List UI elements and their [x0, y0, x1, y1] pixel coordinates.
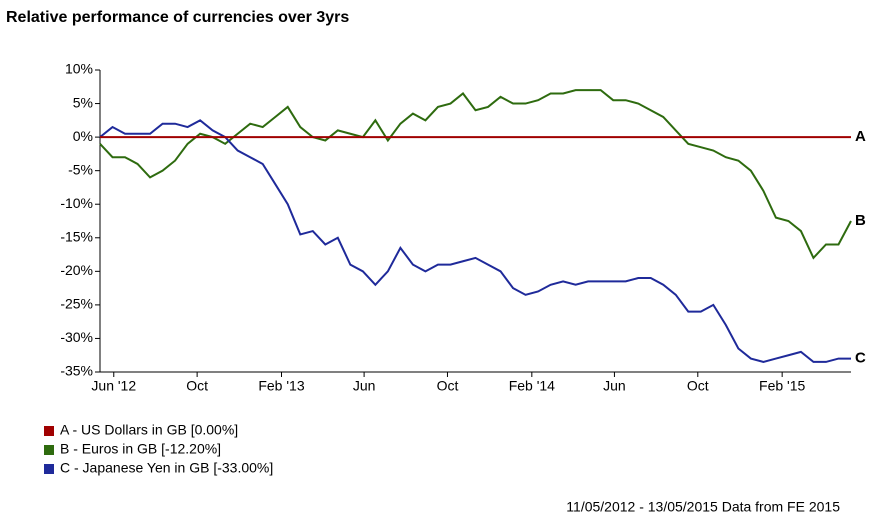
y-tick-label: 10%	[65, 61, 93, 77]
legend-swatch	[44, 464, 54, 474]
y-tick-label: -30%	[60, 329, 93, 345]
legend-label: C - Japanese Yen in GB [-33.00%]	[60, 460, 273, 476]
end-label: A	[855, 128, 866, 145]
y-tick-label: -35%	[60, 363, 93, 379]
chart-title: Relative performance of currencies over …	[6, 9, 349, 26]
series-line	[99, 119, 851, 363]
x-tick-label: Feb '14	[509, 378, 555, 394]
y-tick-label: -10%	[60, 195, 93, 211]
y-tick-label: 5%	[73, 94, 93, 110]
y-tick-label: -20%	[60, 262, 93, 278]
x-tick-label: Feb '15	[759, 378, 805, 394]
end-label: B	[855, 212, 866, 229]
series-line	[99, 89, 852, 260]
x-tick-label: Feb '13	[258, 378, 304, 394]
y-tick-label: -25%	[60, 296, 93, 312]
y-tick-label: 0%	[73, 128, 93, 144]
legend-label: A - US Dollars in GB [0.00%]	[60, 422, 238, 438]
end-label: C	[855, 350, 866, 367]
x-tick-label: Jun	[603, 378, 626, 394]
legend-swatch	[44, 445, 54, 455]
legend-label: B - Euros in GB [-12.20%]	[60, 441, 221, 457]
legend-swatch	[44, 426, 54, 436]
y-tick-label: -5%	[68, 161, 93, 177]
y-tick-label: -15%	[60, 228, 93, 244]
x-tick-label: Jun '12	[91, 378, 136, 394]
footer: 11/05/2012 - 13/05/2015 Data from FE 201…	[566, 499, 840, 515]
x-tick-label: Oct	[687, 378, 709, 394]
x-tick-label: Oct	[186, 378, 208, 394]
x-tick-label: Jun	[353, 378, 376, 394]
x-tick-label: Oct	[437, 378, 459, 394]
